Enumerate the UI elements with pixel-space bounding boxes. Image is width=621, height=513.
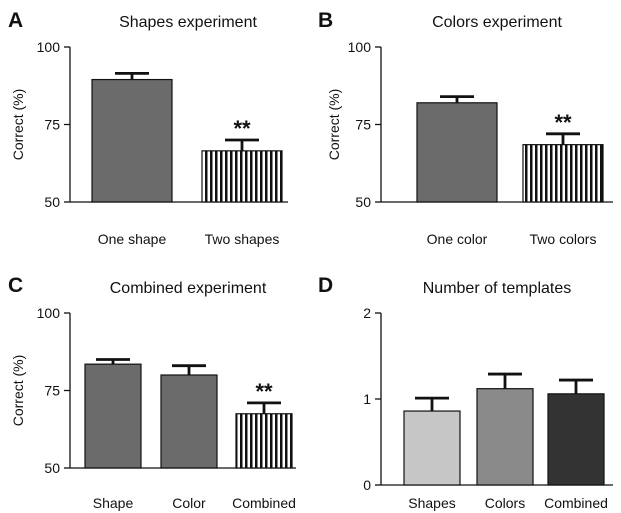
y-axis-label-b: Correct (%) [326, 89, 342, 161]
y-tick-label-c: 100 [37, 305, 61, 321]
bar-b-1 [417, 103, 497, 202]
y-tick-label-a: 50 [44, 194, 60, 210]
panel-letter-a: A [8, 9, 23, 32]
bar-c-1 [85, 364, 141, 468]
panel-title-c: Combined experiment [110, 280, 267, 297]
bar-c-3 [236, 414, 292, 468]
y-tick-label-c: 75 [44, 383, 60, 399]
panel-letter-d: D [318, 274, 333, 297]
panel-letter-c: C [8, 274, 23, 297]
y-tick-label-a: 100 [37, 39, 61, 55]
y-tick-label-d: 0 [363, 477, 371, 493]
category-label-c: Color [172, 495, 206, 511]
category-label-b: Two colors [530, 231, 597, 247]
y-axis-label-c: Correct (%) [10, 355, 26, 427]
bar-b-2 [523, 145, 603, 202]
y-tick-label-c: 50 [44, 460, 60, 476]
category-label-c: Combined [232, 495, 296, 511]
y-tick-label-d: 2 [363, 305, 371, 321]
bar-d-2 [477, 389, 533, 485]
panel-title-d: Number of templates [423, 280, 572, 297]
y-tick-label-b: 100 [348, 39, 372, 55]
bar-a-1 [92, 80, 172, 202]
category-label-d: Combined [544, 495, 608, 511]
y-axis-label-a: Correct (%) [10, 89, 26, 161]
y-tick-label-b: 75 [355, 117, 371, 133]
panel-title-a: Shapes experiment [119, 14, 257, 31]
bar-c-2 [161, 375, 217, 468]
category-label-a: Two shapes [205, 231, 280, 247]
category-label-c: Shape [93, 495, 134, 511]
category-label-d: Shapes [408, 495, 455, 511]
y-tick-label-d: 1 [363, 391, 371, 407]
category-label-d: Colors [485, 495, 525, 511]
category-label-b: One color [427, 231, 488, 247]
panel-letter-b: B [318, 9, 333, 32]
significance-marker-b: ** [554, 110, 572, 135]
category-label-a: One shape [98, 231, 167, 247]
bar-a-2 [202, 151, 282, 202]
bar-d-3 [548, 394, 604, 485]
y-tick-label-b: 50 [355, 194, 371, 210]
significance-marker-c: ** [255, 379, 273, 404]
significance-marker-a: ** [233, 116, 251, 141]
bar-d-1 [404, 411, 460, 485]
panel-title-b: Colors experiment [432, 14, 562, 31]
y-tick-label-a: 75 [44, 117, 60, 133]
